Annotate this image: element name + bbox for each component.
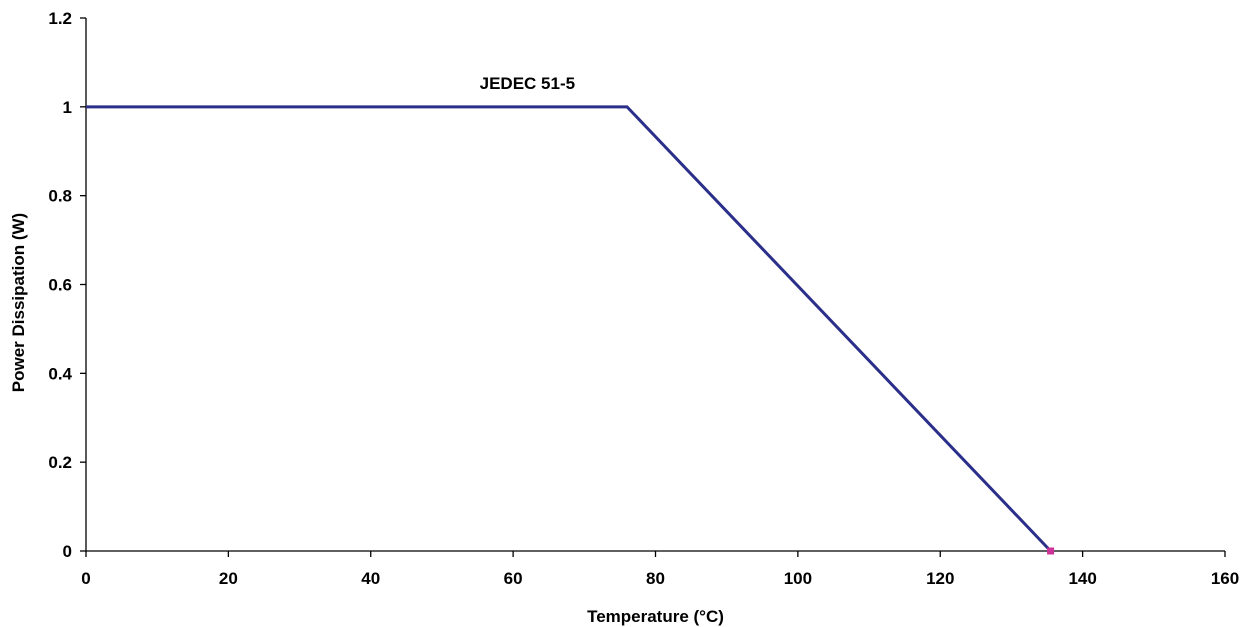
y-tick-label: 0 [63, 542, 72, 561]
x-tick-label: 100 [784, 569, 812, 588]
x-tick-label: 120 [926, 569, 954, 588]
y-tick-label: 0.6 [48, 276, 72, 295]
x-tick-label: 80 [646, 569, 665, 588]
y-axis-ticks: 0 0.2 0.4 0.6 0.8 1 1.2 [48, 9, 86, 561]
y-tick-label: 0.2 [48, 453, 72, 472]
y-axis-title: Power Dissipation (W) [9, 213, 28, 392]
x-tick-label: 20 [219, 569, 238, 588]
endpoint-marker [1047, 547, 1055, 555]
x-axis-title: Temperature (°C) [587, 607, 724, 626]
x-axis-ticks: 0 20 40 60 80 100 120 140 160 [81, 551, 1239, 588]
series-annotation: JEDEC 51-5 [480, 74, 575, 93]
x-tick-label: 40 [361, 569, 380, 588]
axes [85, 18, 1225, 552]
series-line [86, 105, 1052, 553]
y-tick-label: 0.8 [48, 187, 72, 206]
y-tick-label: 1.2 [48, 9, 72, 28]
x-tick-label: 140 [1068, 569, 1096, 588]
x-tick-label: 160 [1211, 569, 1239, 588]
y-tick-label: 0.4 [48, 364, 72, 383]
x-tick-label: 60 [504, 569, 523, 588]
x-tick-label: 0 [81, 569, 90, 588]
y-tick-label: 1 [63, 98, 72, 117]
series-layer [85, 105, 1055, 555]
annotation-layer: JEDEC 51-5 [480, 74, 575, 93]
